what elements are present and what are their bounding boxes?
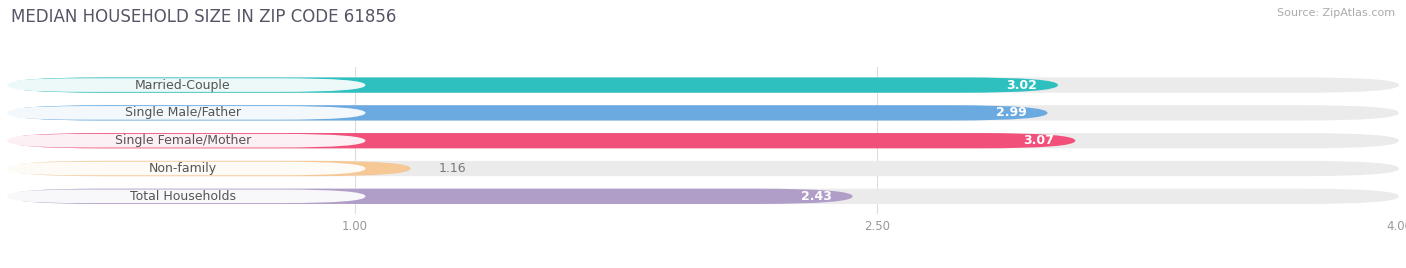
- FancyBboxPatch shape: [7, 77, 1399, 93]
- FancyBboxPatch shape: [7, 189, 1399, 204]
- FancyBboxPatch shape: [7, 105, 1399, 121]
- Text: Single Female/Mother: Single Female/Mother: [115, 134, 250, 147]
- Text: Single Male/Father: Single Male/Father: [125, 106, 240, 119]
- Text: Married-Couple: Married-Couple: [135, 79, 231, 92]
- Text: Non-family: Non-family: [149, 162, 217, 175]
- FancyBboxPatch shape: [7, 189, 852, 204]
- Text: 3.07: 3.07: [1024, 134, 1054, 147]
- Text: Source: ZipAtlas.com: Source: ZipAtlas.com: [1277, 8, 1395, 18]
- FancyBboxPatch shape: [7, 133, 1076, 148]
- FancyBboxPatch shape: [7, 161, 1399, 176]
- Text: 2.43: 2.43: [801, 190, 832, 203]
- Text: 1.16: 1.16: [439, 162, 467, 175]
- FancyBboxPatch shape: [7, 105, 1047, 121]
- FancyBboxPatch shape: [0, 78, 366, 92]
- FancyBboxPatch shape: [0, 189, 366, 203]
- Text: Total Households: Total Households: [129, 190, 236, 203]
- FancyBboxPatch shape: [0, 106, 366, 120]
- Text: MEDIAN HOUSEHOLD SIZE IN ZIP CODE 61856: MEDIAN HOUSEHOLD SIZE IN ZIP CODE 61856: [11, 8, 396, 26]
- Text: 3.02: 3.02: [1007, 79, 1038, 92]
- FancyBboxPatch shape: [7, 133, 1399, 148]
- FancyBboxPatch shape: [0, 134, 366, 147]
- Text: 2.99: 2.99: [995, 106, 1026, 119]
- FancyBboxPatch shape: [7, 161, 411, 176]
- FancyBboxPatch shape: [7, 77, 1057, 93]
- FancyBboxPatch shape: [0, 162, 366, 175]
